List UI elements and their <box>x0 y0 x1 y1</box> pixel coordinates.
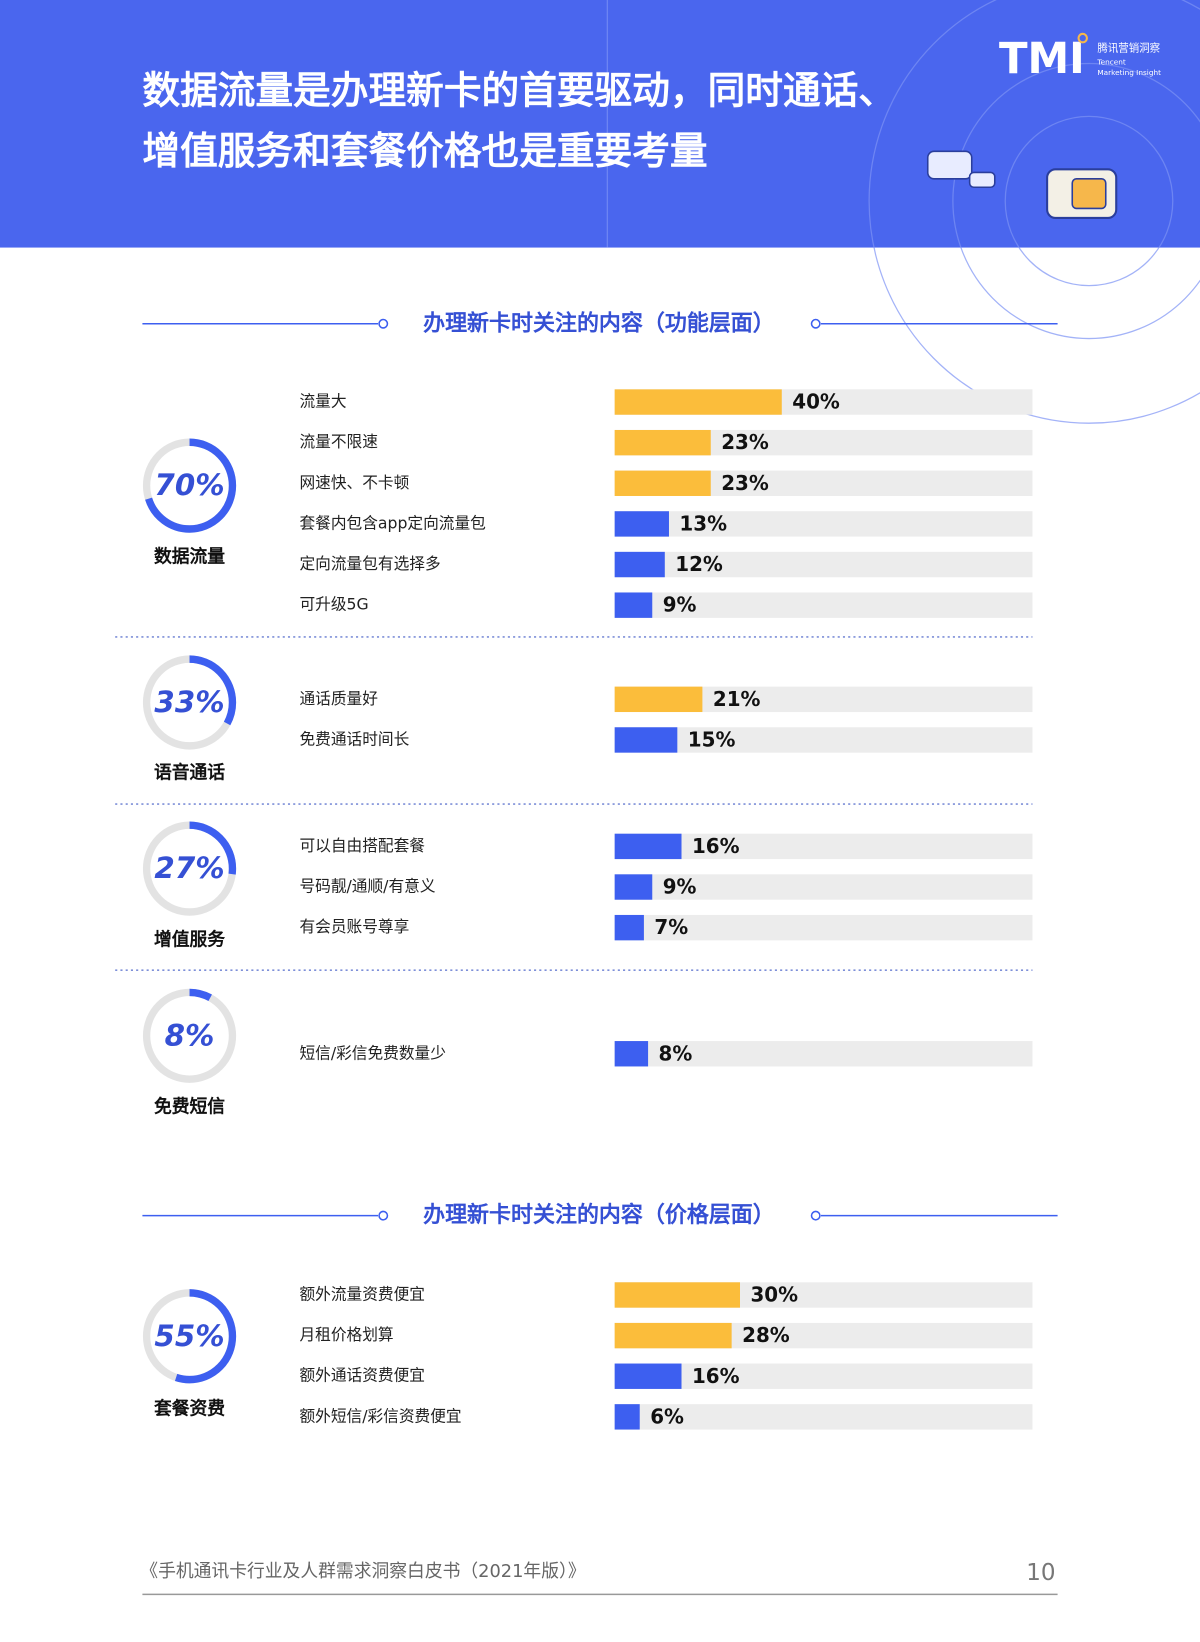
bar-value-label: 40% <box>792 390 840 414</box>
logo-en: Tencent <box>1096 57 1126 66</box>
bar-category: 套餐内包含app定向流量包 <box>299 513 486 532</box>
donut-label: 70% <box>154 468 224 502</box>
donut-arc <box>142 438 237 533</box>
bar <box>614 874 653 900</box>
bar-value-label: 28% <box>742 1323 790 1347</box>
bar-value-label: 16% <box>692 834 740 858</box>
bar-track <box>614 874 1033 900</box>
bar-category: 可以自由搭配套餐 <box>299 836 425 855</box>
bar <box>614 551 665 578</box>
page-number: 10 <box>1026 1560 1055 1586</box>
bar-value-label: 23% <box>721 471 769 495</box>
header-decoration <box>606 0 1200 424</box>
bar <box>614 727 678 753</box>
bar-value-label: 15% <box>688 727 736 751</box>
bar-category: 可升级5G <box>299 595 368 614</box>
heading-dot <box>378 318 389 329</box>
group-title: 套餐资费 <box>154 1397 225 1419</box>
donut-arc <box>142 1289 237 1384</box>
bar-value-label: 8% <box>659 1041 693 1065</box>
bar-value-label: 9% <box>663 875 697 899</box>
bar-value-label: 6% <box>650 1404 684 1428</box>
header-band <box>0 0 1200 248</box>
bar-value-label: 30% <box>750 1282 798 1306</box>
group-title: 增值服务 <box>154 928 225 950</box>
bar-value-label: 13% <box>679 511 727 535</box>
donut-arc <box>142 655 237 750</box>
chat-icon <box>926 150 996 189</box>
bar-category: 额外流量资费便宜 <box>299 1284 424 1303</box>
bar-track <box>614 1363 1033 1389</box>
bar-category: 免费通话时间长 <box>299 729 409 748</box>
header-title: 数据流量是办理新卡的首要驱动，同时通话、 <box>142 68 896 112</box>
logo-en: Marketing Insight <box>1097 68 1161 77</box>
group-title: 数据流量 <box>154 545 225 567</box>
bar <box>614 1404 640 1430</box>
bar-category: 通话质量好 <box>299 689 378 708</box>
bar-category: 流量大 <box>299 391 346 410</box>
footer-text: 《手机通讯卡行业及人群需求洞察白皮书（2021年版）》 <box>140 1561 585 1582</box>
bar <box>614 1041 649 1067</box>
section-heading: 办理新卡时关注的内容（价格层面） <box>423 1202 775 1228</box>
bar-value-label: 9% <box>663 593 697 617</box>
bar-category: 有会员账号尊享 <box>299 917 409 936</box>
bar <box>614 592 653 618</box>
bar-track <box>614 727 1033 753</box>
logo-dot <box>1077 32 1088 44</box>
bar-track <box>614 511 1033 537</box>
bar-value-label: 12% <box>675 552 723 576</box>
bar-track <box>614 592 1033 618</box>
bar <box>614 1363 682 1389</box>
bar-category: 额外短信/彩信资费便宜 <box>299 1406 461 1425</box>
bar <box>614 389 782 415</box>
bar <box>614 511 669 537</box>
bar <box>614 470 711 496</box>
logo-cn: 腾讯营销洞察 <box>1097 42 1160 55</box>
bar-category: 短信/彩信免费数量少 <box>299 1043 446 1062</box>
bar-category: 月租价格划算 <box>299 1325 393 1344</box>
bar-value-label: 23% <box>721 430 769 454</box>
donut-label: 33% <box>154 685 224 719</box>
bar <box>614 1282 740 1308</box>
group-title: 免费短信 <box>154 1096 225 1118</box>
bar <box>614 914 644 941</box>
heading-dot <box>378 1210 389 1221</box>
bar-category: 网速快、不卡顿 <box>299 473 409 492</box>
header-title: 增值服务和套餐价格也是重要考量 <box>142 129 707 173</box>
bar-value-label: 7% <box>654 915 688 939</box>
bar-track <box>614 833 1033 860</box>
bar <box>614 686 703 713</box>
bar-track <box>614 914 1033 941</box>
bar-category: 额外通话资费便宜 <box>299 1366 424 1385</box>
donut-arc <box>142 821 237 916</box>
sim-icon <box>1046 168 1118 220</box>
heading-dot <box>810 318 821 329</box>
bar-track <box>614 551 1033 578</box>
donut-label: 55% <box>154 1319 224 1353</box>
bar <box>614 833 682 860</box>
donut-label: 27% <box>154 851 224 885</box>
bar-category: 定向流量包有选择多 <box>299 554 440 573</box>
bar-value-label: 16% <box>692 1364 740 1388</box>
bar-category: 号码靓/通顺/有意义 <box>299 876 435 895</box>
logo: TMI <box>999 34 1085 83</box>
bar-track <box>614 1041 1033 1067</box>
donut-label: 8% <box>165 1018 215 1052</box>
bar <box>614 1322 732 1349</box>
heading-dot <box>810 1210 821 1221</box>
bar-value-label: 21% <box>713 687 761 711</box>
section-heading: 办理新卡时关注的内容（功能层面） <box>423 310 775 336</box>
group-title: 语音通话 <box>154 761 225 783</box>
bar <box>614 429 711 456</box>
bar-track <box>614 1404 1033 1430</box>
bar-category: 流量不限速 <box>299 432 378 451</box>
donut-arc <box>142 988 237 1083</box>
